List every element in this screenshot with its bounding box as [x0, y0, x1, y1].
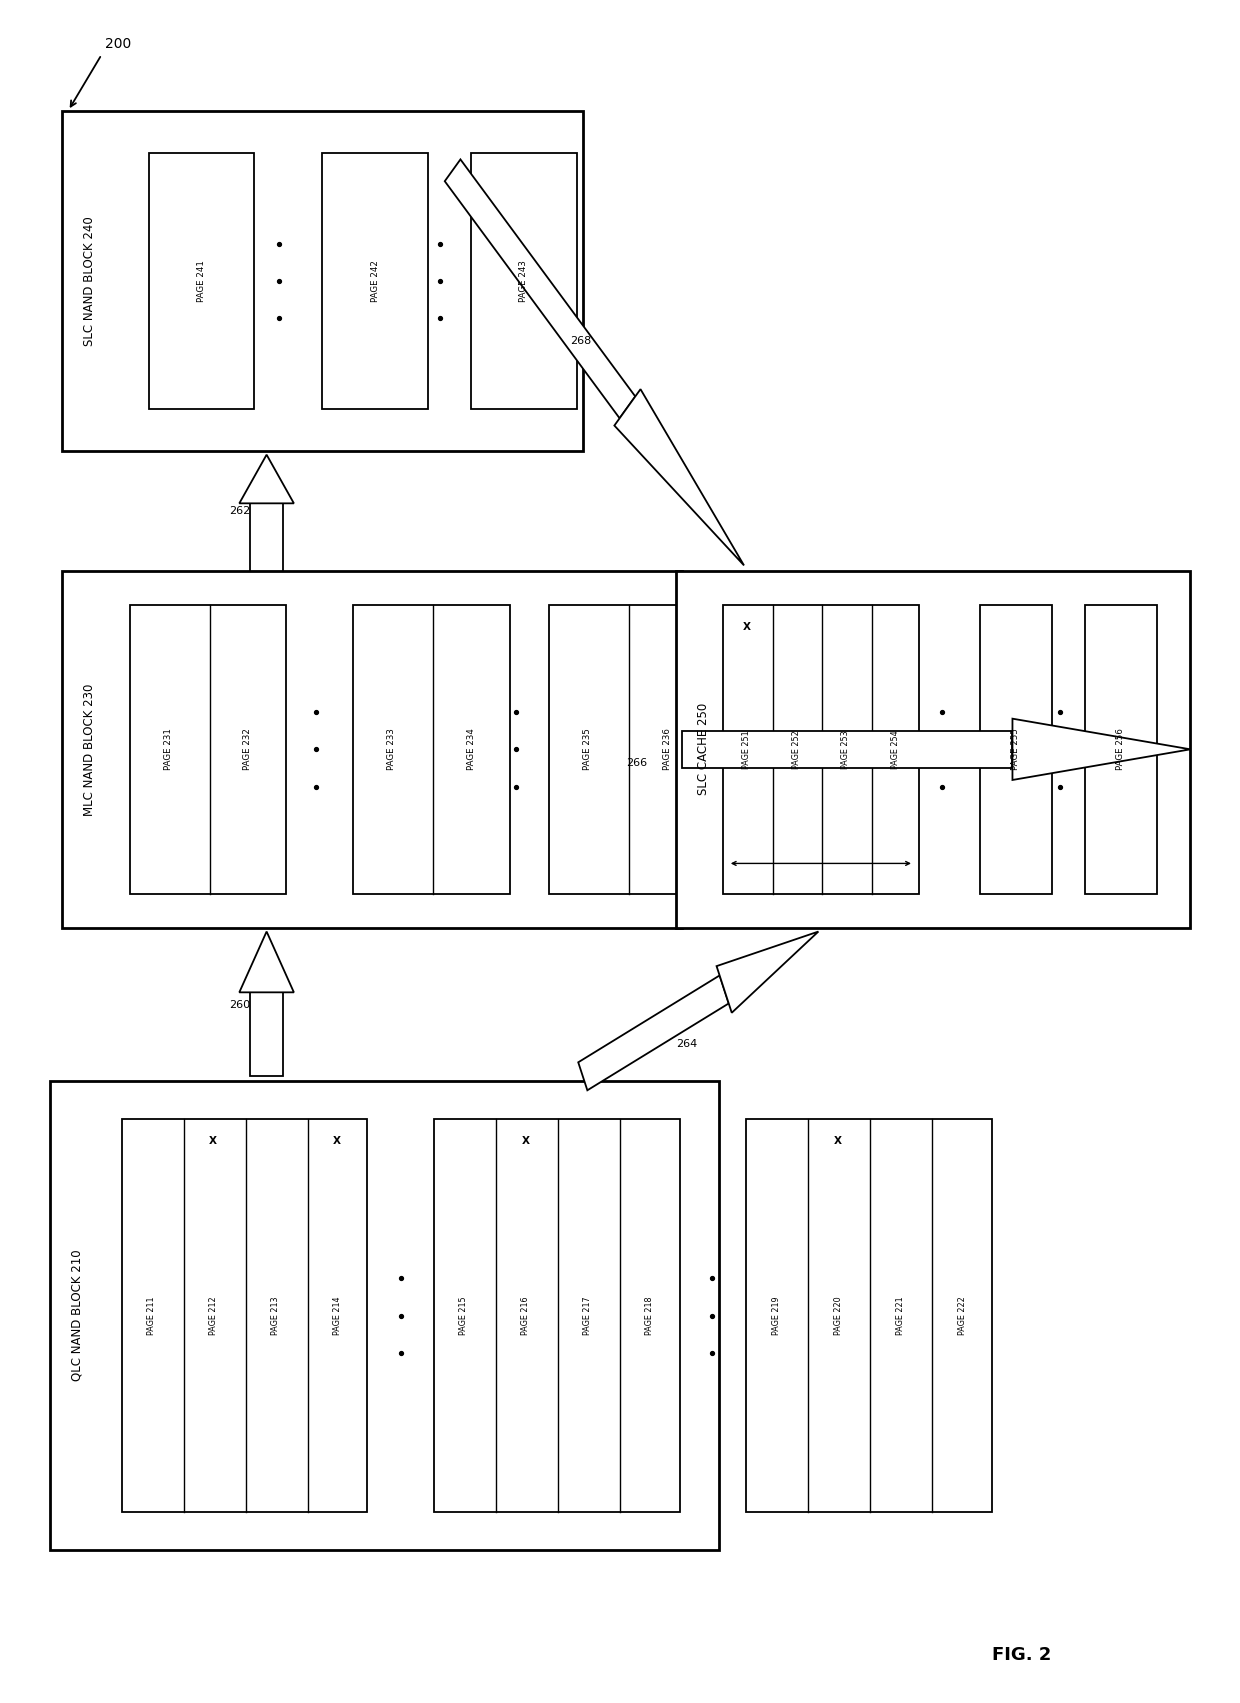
- Text: QLC NAND BLOCK 210: QLC NAND BLOCK 210: [71, 1250, 83, 1381]
- Text: PAGE 241: PAGE 241: [197, 261, 206, 301]
- Text: 200: 200: [105, 37, 131, 51]
- Text: PAGE 254: PAGE 254: [890, 731, 900, 768]
- Text: X: X: [835, 1136, 842, 1146]
- Text: 260: 260: [229, 1000, 250, 1010]
- Text: PAGE 215: PAGE 215: [459, 1296, 469, 1335]
- Text: 268: 268: [570, 335, 591, 346]
- Text: MLC NAND BLOCK 230: MLC NAND BLOCK 230: [83, 683, 95, 816]
- Text: PAGE 243: PAGE 243: [520, 261, 528, 301]
- Bar: [746, 1119, 992, 1512]
- Bar: [549, 605, 706, 894]
- Text: PAGE 218: PAGE 218: [645, 1296, 655, 1335]
- Bar: [50, 1081, 719, 1550]
- Text: X: X: [334, 1136, 341, 1146]
- Text: PAGE 222: PAGE 222: [957, 1296, 967, 1335]
- Text: PAGE 251: PAGE 251: [742, 731, 751, 768]
- Polygon shape: [1012, 719, 1190, 780]
- Text: SLC CACHE 250: SLC CACHE 250: [697, 703, 709, 795]
- Bar: [250, 504, 283, 571]
- Bar: [122, 1119, 367, 1512]
- Text: PAGE 253: PAGE 253: [841, 731, 851, 768]
- Text: PAGE 232: PAGE 232: [243, 729, 253, 770]
- Text: 266: 266: [626, 758, 647, 768]
- Text: PAGE 252: PAGE 252: [791, 731, 801, 768]
- Text: X: X: [522, 1136, 529, 1146]
- Text: SLC NAND BLOCK 240: SLC NAND BLOCK 240: [83, 216, 95, 346]
- Text: PAGE 221: PAGE 221: [895, 1296, 905, 1335]
- Bar: [62, 571, 682, 928]
- Bar: [676, 571, 1190, 928]
- Text: PAGE 214: PAGE 214: [332, 1296, 342, 1335]
- Text: PAGE 219: PAGE 219: [771, 1296, 781, 1335]
- Polygon shape: [578, 976, 729, 1090]
- Text: PAGE 211: PAGE 211: [146, 1296, 156, 1335]
- Text: 262: 262: [229, 506, 250, 516]
- Bar: [62, 111, 583, 451]
- Text: PAGE 256: PAGE 256: [1116, 729, 1126, 770]
- Text: PAGE 212: PAGE 212: [208, 1296, 218, 1335]
- Text: PAGE 217: PAGE 217: [583, 1296, 593, 1335]
- Text: PAGE 216: PAGE 216: [521, 1296, 531, 1335]
- Polygon shape: [239, 455, 294, 504]
- Text: PAGE 235: PAGE 235: [583, 729, 593, 770]
- Text: FIG. 2: FIG. 2: [992, 1647, 1052, 1664]
- Text: PAGE 233: PAGE 233: [387, 729, 397, 770]
- Text: PAGE 220: PAGE 220: [833, 1296, 843, 1335]
- Bar: [149, 153, 254, 409]
- Text: PAGE 242: PAGE 242: [371, 261, 379, 301]
- Bar: [322, 153, 428, 409]
- Text: PAGE 236: PAGE 236: [662, 729, 672, 770]
- Bar: [682, 731, 1012, 768]
- Bar: [471, 153, 577, 409]
- Bar: [723, 605, 919, 894]
- Polygon shape: [445, 160, 635, 419]
- Text: X: X: [210, 1136, 217, 1146]
- Text: PAGE 213: PAGE 213: [270, 1296, 280, 1335]
- Bar: [130, 605, 286, 894]
- Bar: [1085, 605, 1157, 894]
- Polygon shape: [614, 390, 744, 565]
- Text: PAGE 234: PAGE 234: [466, 729, 476, 770]
- Polygon shape: [717, 932, 818, 1013]
- Text: PAGE 255: PAGE 255: [1011, 729, 1021, 770]
- Text: PAGE 231: PAGE 231: [164, 729, 174, 770]
- Text: 264: 264: [676, 1039, 697, 1049]
- Bar: [353, 605, 510, 894]
- Bar: [250, 993, 283, 1076]
- Text: X: X: [743, 622, 750, 632]
- Polygon shape: [239, 932, 294, 993]
- Bar: [434, 1119, 680, 1512]
- Bar: [980, 605, 1052, 894]
